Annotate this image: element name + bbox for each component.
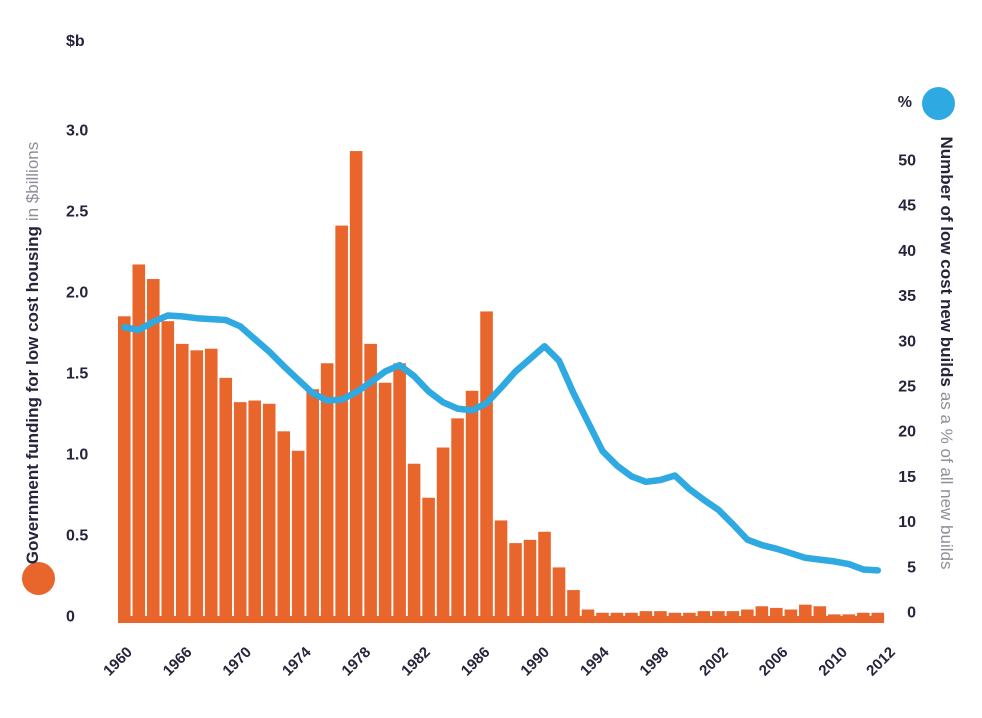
x-axis-tick-1990: 1990 [517,644,553,680]
left-axis-title: Government funding for low cost housing i… [22,93,44,613]
bar-1960 [118,316,131,623]
bar-1982 [436,447,450,623]
right-axis-title: Number of low cost new builds as a % of a… [935,93,957,613]
bar-1992 [581,609,595,623]
x-axis-tick-1986: 1986 [458,644,494,680]
bar-1998 [668,612,682,623]
x-axis-tick-2006: 2006 [756,644,792,680]
bar-1987 [509,543,522,623]
left-axis-unit: $b [66,33,85,50]
left-axis-tick-3.0: 3.0 [66,123,88,140]
bar-1999 [683,612,696,623]
bar-1969 [248,400,262,623]
bar-2006 [784,609,798,623]
bar-1977 [364,343,377,623]
x-axis-tick-1978: 1978 [339,644,375,680]
bar-1985 [480,311,493,623]
left-axis-tick-1.5: 1.5 [66,366,88,383]
x-axis-tick-1966: 1966 [160,644,196,680]
bar-1995 [625,612,638,623]
bar-1976 [349,151,363,623]
right-axis-tick-10: 10 [898,514,916,531]
bar-2007 [799,604,812,623]
bar-1986 [494,520,508,623]
bar-1975 [335,225,348,623]
bar-2012 [871,612,885,623]
bar-1971 [277,431,290,623]
bar-1978 [378,382,392,623]
right-axis-title-bold: Number of low cost new builds [937,136,956,387]
bar-2008 [813,606,827,623]
right-axis-tick-15: 15 [898,469,916,486]
x-axis-tick-1970: 1970 [219,644,255,680]
x-axis-tick-2012: 2012 [863,644,899,680]
right-axis-tick-40: 40 [898,243,916,260]
bar-2004 [755,606,769,623]
bar-1991 [567,590,580,623]
bar-2005 [770,607,783,623]
bar-2009 [828,614,841,623]
bar-1988 [523,539,537,623]
x-axis-tick-1960: 1960 [100,644,136,680]
bar-2010 [842,614,856,623]
bar-1970 [262,403,276,623]
right-axis-tick-0: 0 [907,605,916,622]
builds-percentage-line [121,312,882,574]
bar-1966 [204,348,218,623]
x-axis-tick-2010: 2010 [815,644,851,680]
bar-1963 [161,321,175,623]
left-axis-tick-2.5: 2.5 [66,204,88,221]
right-axis-tick-30: 30 [898,333,916,350]
bar-1980 [407,463,421,623]
bar-1993 [596,612,609,623]
bar-1994 [610,612,624,623]
left-axis-tick-2.0: 2.0 [66,285,88,302]
x-axis-tick-1994: 1994 [577,643,613,679]
bar-1965 [190,350,204,623]
x-axis-tick-1974: 1974 [279,643,315,679]
right-axis-tick-45: 45 [898,198,916,215]
right-axis-tick-5: 5 [907,559,916,576]
left-axis-title-light: in $billions [23,141,42,222]
right-axis-tick-50: 50 [898,153,916,170]
x-axis-tick-1998: 1998 [637,644,673,680]
bar-1961 [132,264,146,623]
bar-1983 [451,418,464,623]
left-axis-tick-1.0: 1.0 [66,447,88,464]
bar-1990 [552,567,566,623]
x-axis-tick-1982: 1982 [398,644,434,680]
bar-1962 [146,279,160,623]
right-axis-unit: % [897,94,912,111]
bar-1979 [393,363,406,623]
bar-1973 [306,389,319,623]
bar-1996 [639,611,653,623]
x-axis-tick-2002: 2002 [696,644,732,680]
bar-2002 [726,611,740,623]
bar-series-legend-dot [22,562,55,595]
bar-2011 [856,612,870,623]
bar-1997 [654,611,667,623]
right-axis-tick-25: 25 [898,379,916,396]
bar-1964 [175,343,189,623]
right-axis-tick-35: 35 [898,288,916,305]
bar-1968 [233,402,247,623]
bar-1974 [320,363,334,623]
bar-2000 [697,611,711,623]
bar-2001 [712,611,725,623]
bar-1981 [422,497,435,623]
right-axis-tick-20: 20 [898,424,916,441]
bar-2003 [741,609,754,623]
bar-1989 [538,531,551,623]
bar-1967 [219,377,233,623]
bar-1984 [465,390,479,623]
line-series-legend-dot [922,87,955,120]
left-axis-tick-0: 0 [66,609,75,626]
left-axis-title-bold: Government funding for low cost housing [23,226,42,565]
left-axis-tick-0.5: 0.5 [66,528,88,545]
bar-1972 [291,450,305,623]
right-axis-title-light: as a % of all new builds [937,391,956,570]
